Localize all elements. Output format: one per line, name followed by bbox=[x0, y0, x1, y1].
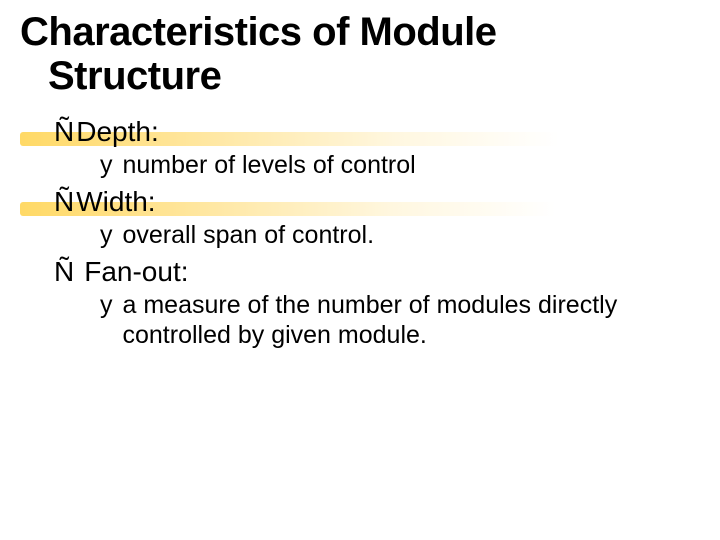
slide-container: Characteristics of Module Structure ÑDep… bbox=[0, 0, 720, 376]
title-line-1: Characteristics of Module bbox=[20, 10, 700, 54]
sub-text: number of levels of control bbox=[123, 150, 416, 180]
highlight-wrapper: ÑWidth: bbox=[20, 186, 156, 218]
bullet-line: Ñ Fan-out: bbox=[20, 256, 700, 288]
bullet-marker: Ñ bbox=[54, 256, 74, 288]
bullet-label: Width: bbox=[76, 186, 155, 217]
sub-line: y number of levels of control bbox=[100, 150, 700, 180]
sub-marker: y bbox=[100, 291, 113, 320]
highlight-wrapper: ÑDepth: bbox=[20, 116, 159, 148]
sub-text: overall span of control. bbox=[123, 220, 375, 250]
bullet-marker: Ñ bbox=[54, 186, 74, 217]
sub-line: y overall span of control. bbox=[100, 220, 700, 250]
sub-marker: y bbox=[100, 151, 113, 180]
bullet-label: Fan-out: bbox=[84, 256, 188, 288]
slide-title: Characteristics of Module Structure bbox=[20, 10, 700, 98]
bullet-line: ÑDepth: bbox=[20, 116, 700, 148]
bullet-item-depth: ÑDepth: y number of levels of control bbox=[20, 116, 700, 180]
bullet-marker: Ñ bbox=[54, 116, 74, 147]
bullet-label: Depth: bbox=[76, 116, 159, 147]
title-line-2: Structure bbox=[20, 54, 700, 98]
bullet-item-width: ÑWidth: y overall span of control. bbox=[20, 186, 700, 250]
bullet-line: ÑWidth: bbox=[20, 186, 700, 218]
sub-text: a measure of the number of modules direc… bbox=[123, 290, 663, 350]
sub-marker: y bbox=[100, 221, 113, 250]
bullet-item-fanout: Ñ Fan-out: y a measure of the number of m… bbox=[20, 256, 700, 350]
sub-line: y a measure of the number of modules dir… bbox=[100, 290, 700, 350]
